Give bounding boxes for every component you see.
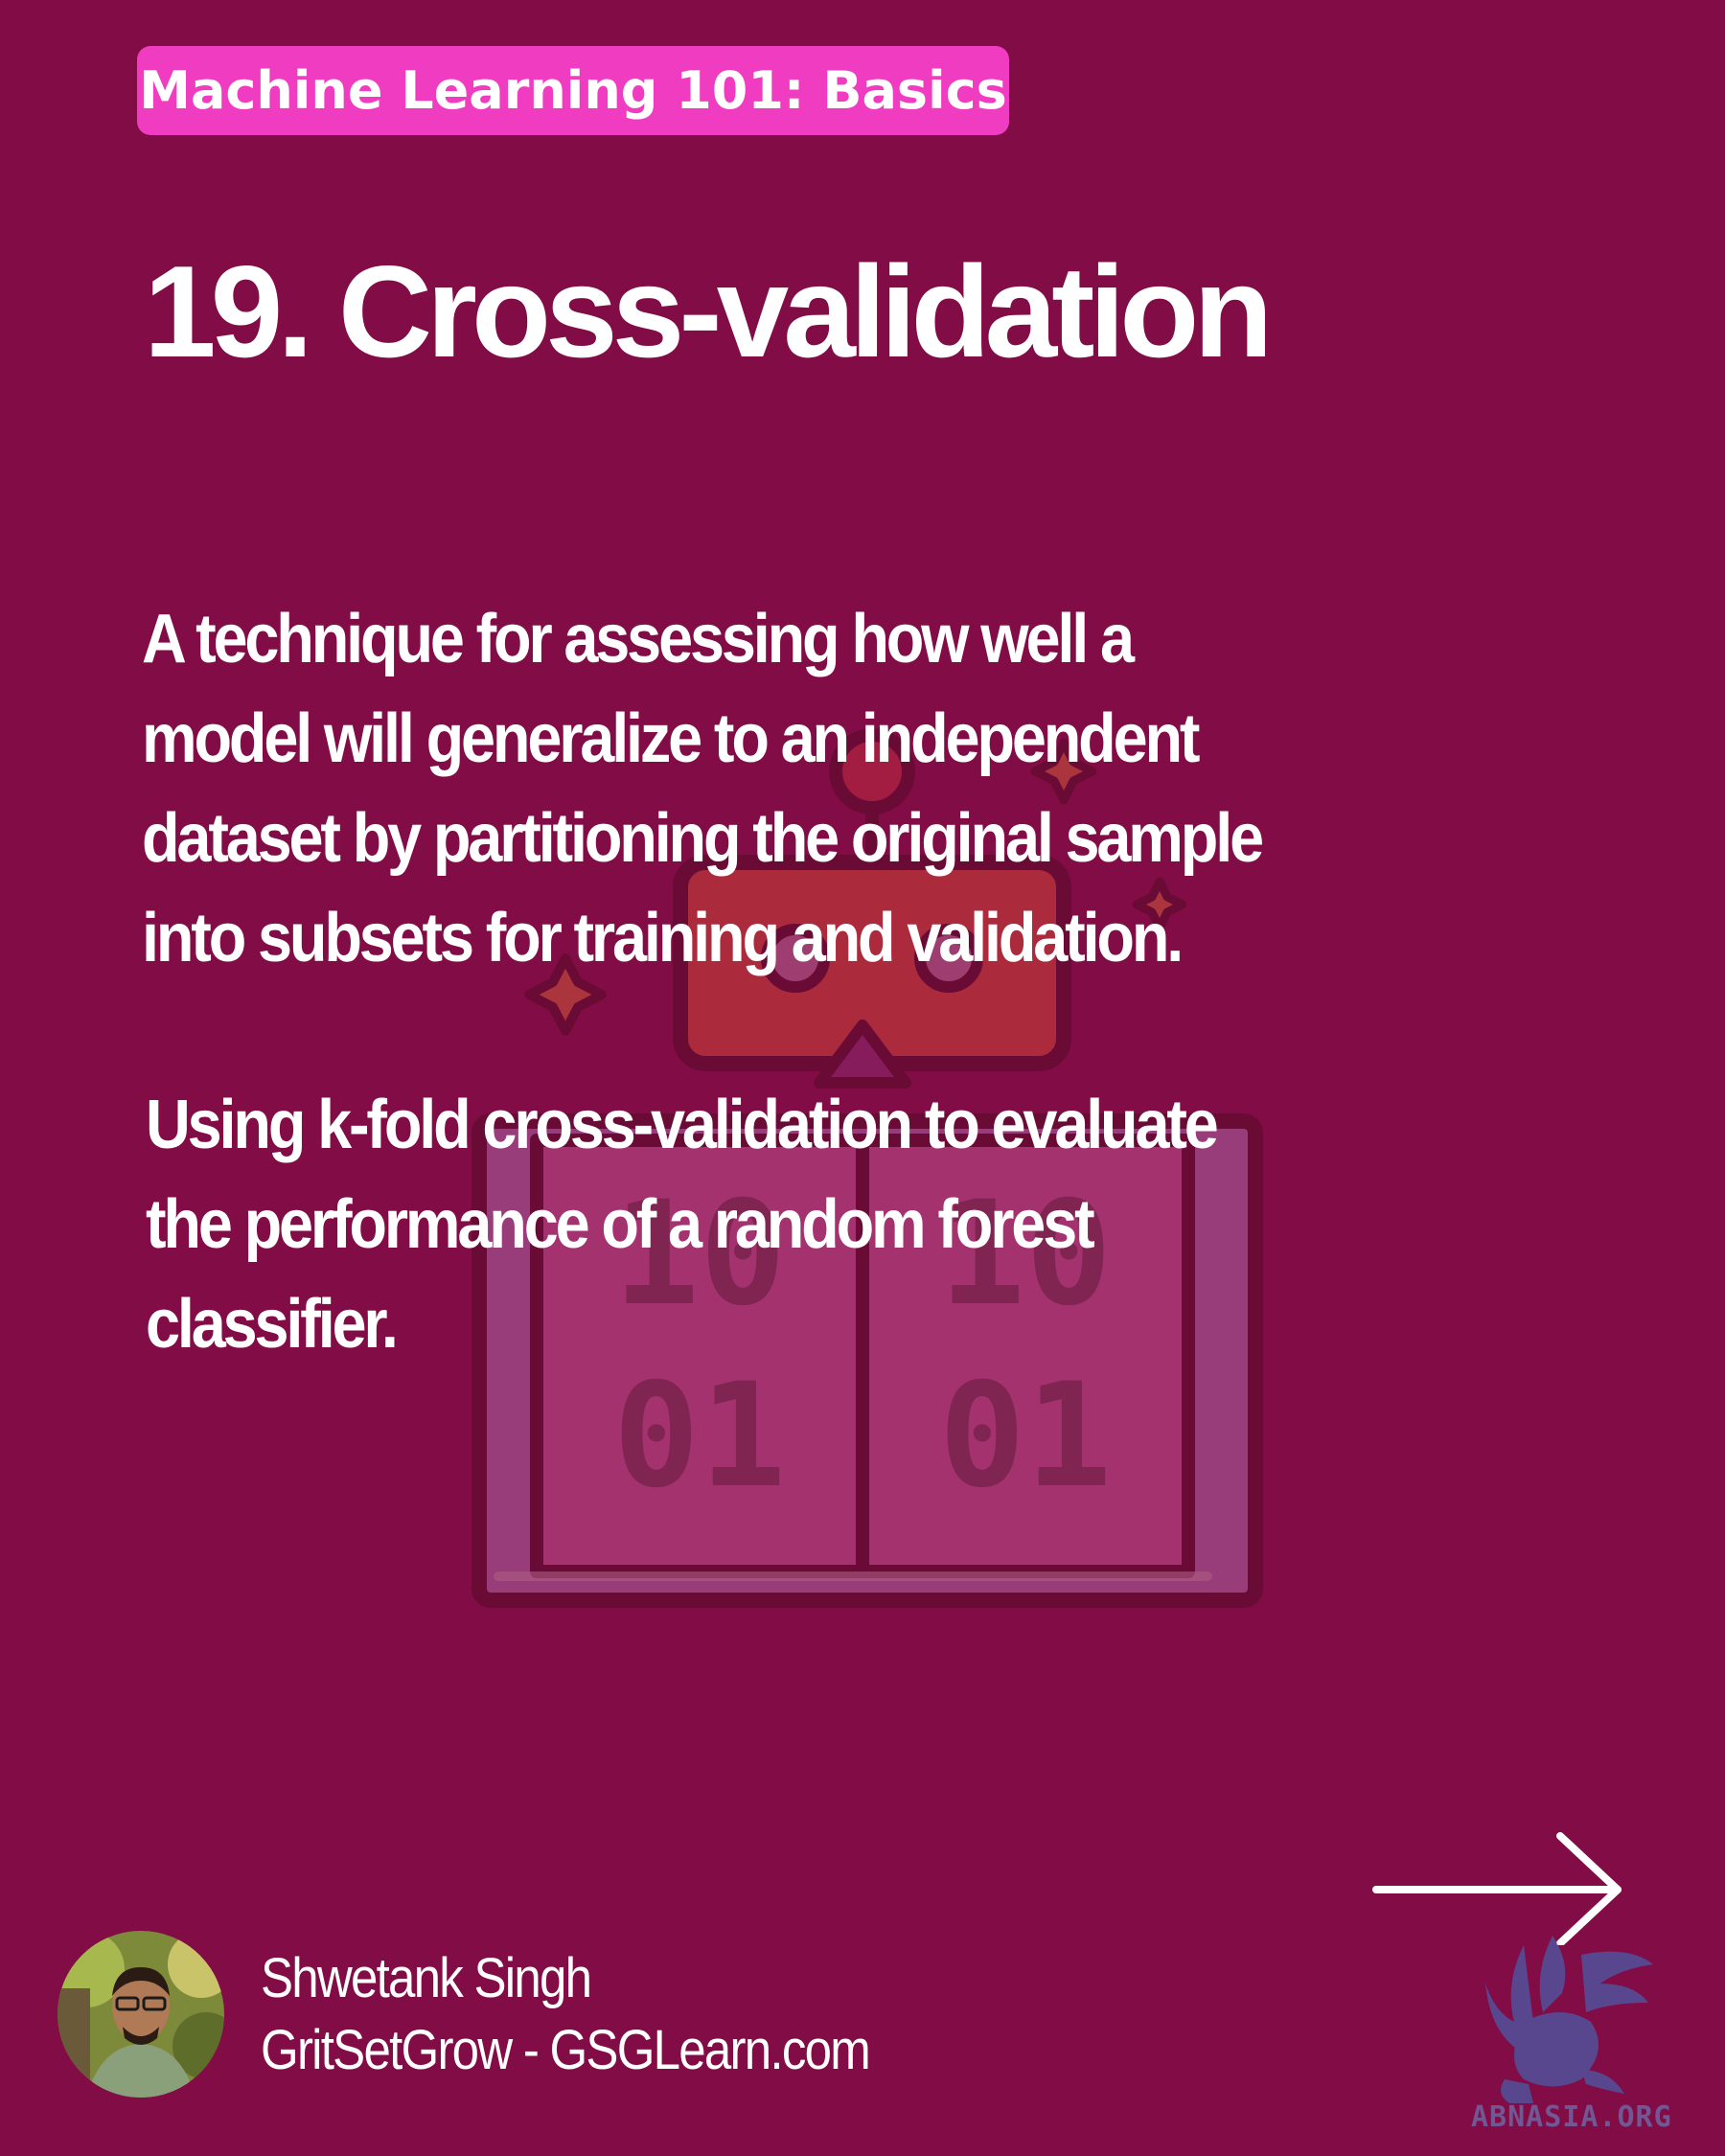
example-line: Using k-fold cross-validation to evaluat… — [146, 1087, 1219, 1163]
example-line: the performance of a random forest — [146, 1186, 1095, 1263]
definition-text: A technique for assessing how well a mod… — [142, 589, 1505, 988]
example-text: Using k-fold cross-validation to evaluat… — [146, 1075, 1508, 1374]
griffin-logo-icon — [1485, 1936, 1653, 2103]
watermark-text: ABNASIA.ORG — [1471, 2100, 1672, 2134]
series-badge: Machine Learning 101: Basics — [137, 46, 1009, 135]
definition-line: model will generalize to an independent — [142, 700, 1200, 777]
definition-line: dataset by partitioning the original sam… — [142, 800, 1264, 877]
binary-book-robot-icon: 10 01 10 01 — [472, 728, 1263, 1608]
binary-digits-right-bottom: 01 — [939, 1353, 1113, 1520]
arrow-right-icon[interactable] — [1370, 1830, 1629, 1945]
binary-digits-left-top: 10 — [613, 1171, 787, 1338]
definition-line: into subsets for training and validation… — [142, 900, 1184, 976]
binary-digits-left-bottom: 01 — [613, 1353, 787, 1520]
example-line: classifier. — [146, 1286, 399, 1363]
binary-digits-right-top: 10 — [939, 1171, 1113, 1338]
author-avatar — [58, 1931, 224, 2098]
page-title: 19. Cross-validation — [144, 239, 1273, 384]
definition-line: A technique for assessing how well a — [142, 601, 1135, 677]
author-site: GritSetGrow - GSGLearn.com — [261, 2019, 871, 2081]
author-name: Shwetank Singh — [261, 1947, 592, 2009]
